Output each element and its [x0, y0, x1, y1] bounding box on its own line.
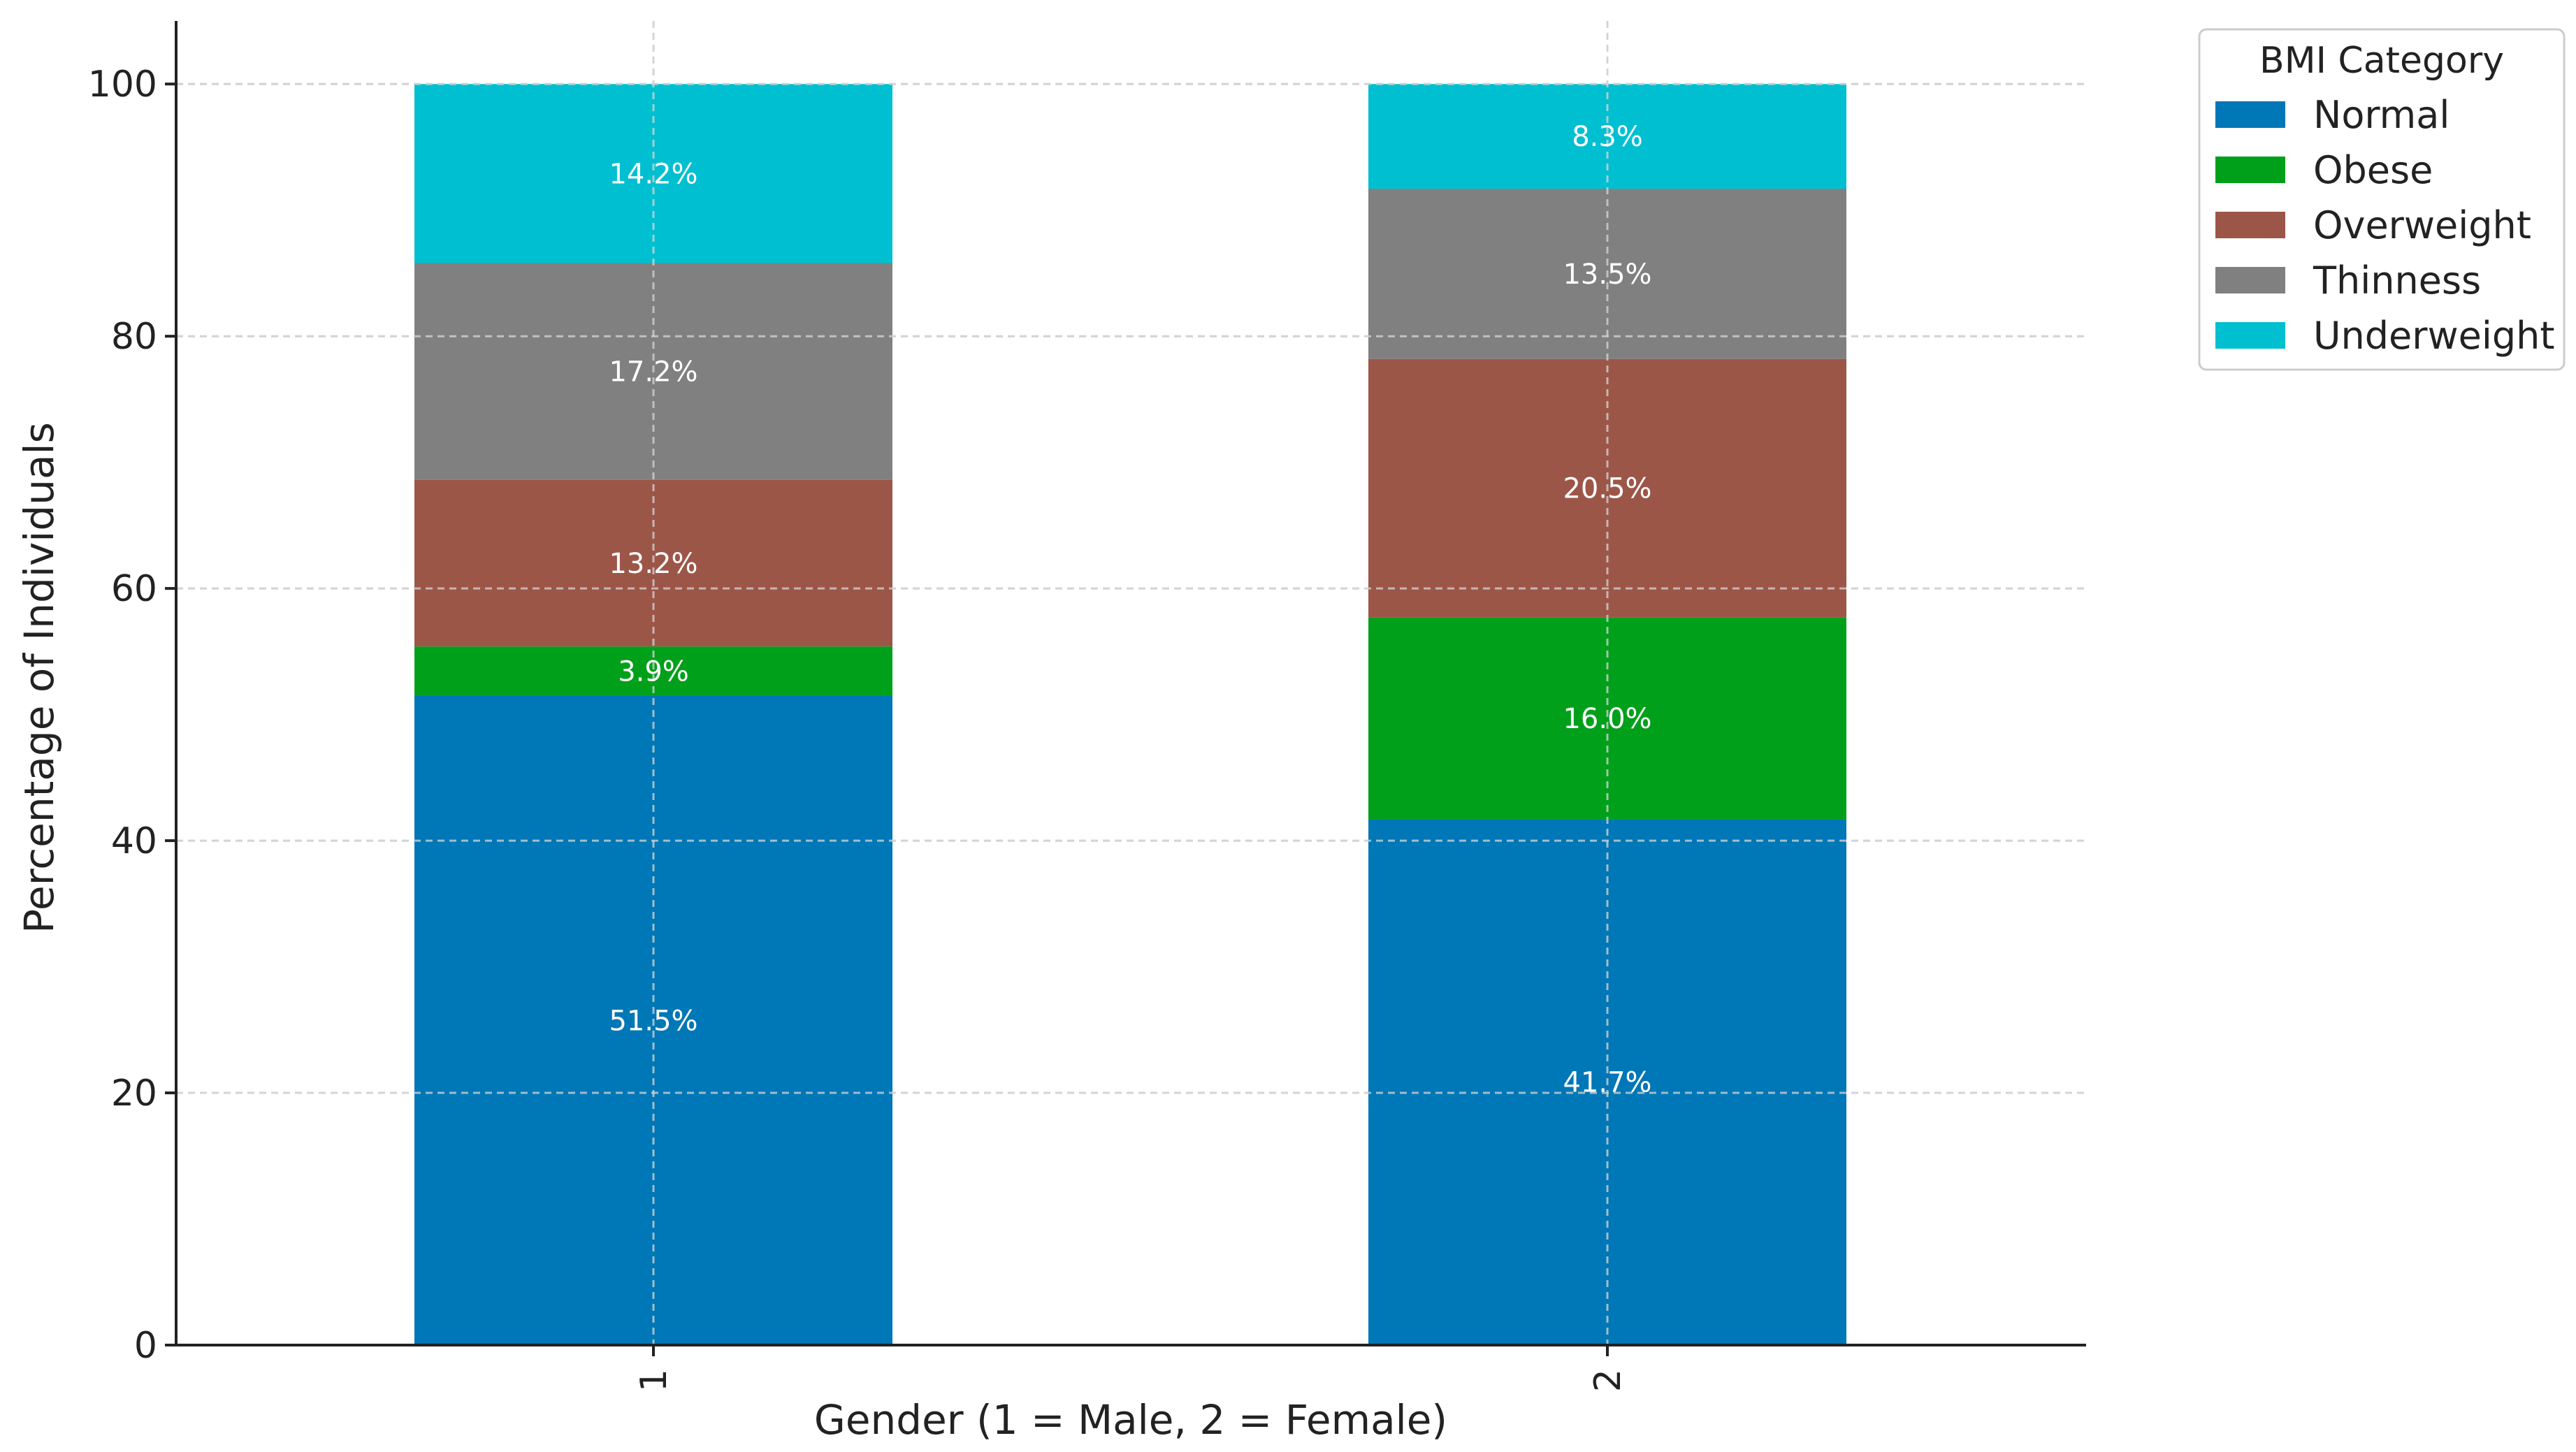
x-tick-label: 2 — [1587, 1369, 1629, 1392]
data-label-overweight-2: 20.5% — [1563, 473, 1651, 505]
legend-label-overweight: Overweight — [2313, 203, 2531, 247]
bar-segment-underweight-2 — [1368, 84, 1846, 189]
data-label-overweight-1: 13.2% — [609, 548, 697, 580]
y-tick-label: 100 — [88, 64, 157, 106]
data-label-underweight-1: 14.2% — [609, 158, 697, 190]
legend-label-underweight: Underweight — [2313, 314, 2555, 358]
y-tick-label: 20 — [111, 1073, 157, 1115]
x-axis-title: Gender (1 = Male, 2 = Female) — [814, 1396, 1447, 1444]
legend-label-normal: Normal — [2313, 93, 2450, 137]
y-axis-title: Percentage of Individuals — [15, 422, 63, 934]
y-tick-label: 80 — [111, 316, 157, 358]
legend-label-thinness: Thinness — [2313, 259, 2481, 303]
x-tick-label: 1 — [633, 1369, 675, 1392]
legend: BMI Category Normal Obese Overweight Thinne… — [2198, 28, 2566, 371]
axes-layer — [175, 21, 2086, 1346]
data-label-obese-1: 3.9% — [618, 655, 689, 688]
y-tick-label: 60 — [111, 568, 157, 610]
data-label-thinness-1: 17.2% — [609, 356, 697, 389]
data-label-underweight-2: 8.3% — [1572, 121, 1643, 153]
legend-swatch-underweight — [2215, 322, 2285, 349]
data-label-normal-2: 41.7% — [1563, 1067, 1651, 1099]
legend-label-obese: Obese — [2313, 148, 2433, 192]
legend-frame — [2198, 28, 2566, 371]
legend-swatch-overweight — [2215, 212, 2285, 238]
legend-swatch-thinness — [2215, 267, 2285, 293]
data-label-obese-2: 16.0% — [1563, 703, 1651, 735]
y-tick-label: 40 — [111, 820, 157, 862]
legend-title: BMI Category — [2259, 40, 2504, 82]
bar-segment-underweight-1 — [414, 84, 892, 263]
data-label-normal-1: 51.5% — [609, 1005, 697, 1037]
y-tick-label: 0 — [134, 1325, 157, 1367]
ticks-layer: 0 20 40 60 80 100 1 2 — [88, 64, 1629, 1392]
data-label-thinness-2: 13.5% — [1563, 259, 1651, 291]
legend-swatch-obese — [2215, 157, 2285, 183]
legend-swatch-normal — [2215, 101, 2285, 128]
bars-layer: 51.5% 3.9% 13.2% 17.2% 14.2% 41.7% 16.0% 20.5% 1… — [176, 21, 2086, 1346]
